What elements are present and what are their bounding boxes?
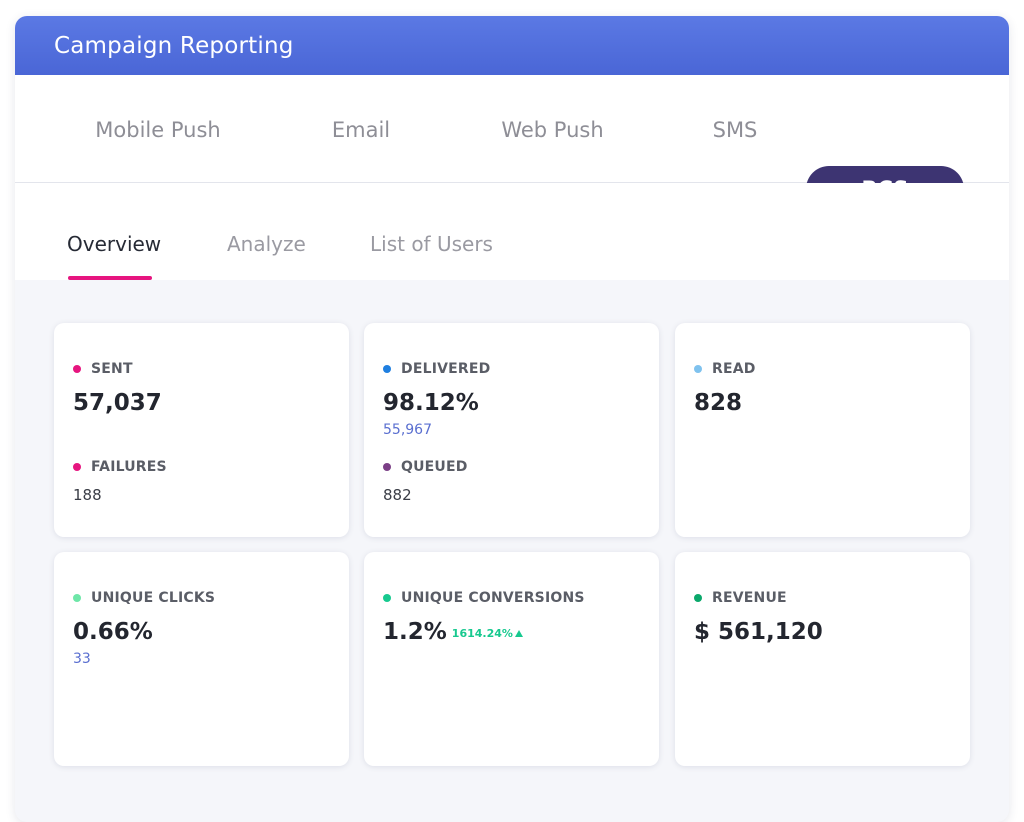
metric-label: SENT xyxy=(91,361,133,377)
status-dot xyxy=(383,463,391,471)
status-dot xyxy=(73,463,81,471)
metric-value: 882 xyxy=(383,486,412,504)
report-subtabs: Overview Analyze List of Users xyxy=(15,183,1009,280)
metric-count: 33 xyxy=(73,651,91,667)
metric-delivered: DELIVERED 98.12% 55,967 xyxy=(383,361,490,438)
delta-value: 1614.24% xyxy=(451,627,513,640)
metric-label: REVENUE xyxy=(712,590,787,606)
card-unique-conversions: UNIQUE CONVERSIONS 1.2% 1614.24% xyxy=(364,552,659,766)
tab-sms[interactable]: SMS xyxy=(712,118,758,142)
active-tab-indicator xyxy=(68,276,152,280)
card-revenue: REVENUE $ 561,120 xyxy=(675,552,970,766)
subtab-analyze[interactable]: Analyze xyxy=(227,232,306,256)
tab-web-push[interactable]: Web Push xyxy=(501,118,604,142)
metric-value: 188 xyxy=(73,486,102,504)
metric-value-row: 1.2% 1614.24% xyxy=(383,619,585,645)
metric-value: 57,037 xyxy=(73,390,162,416)
metric-label: UNIQUE CONVERSIONS xyxy=(401,590,585,606)
metric-value: 828 xyxy=(694,390,743,416)
metric-value: $ 561,120 xyxy=(694,619,823,645)
subtab-overview[interactable]: Overview xyxy=(67,232,162,256)
header-bar: Campaign Reporting xyxy=(15,16,1009,75)
metric-label: QUEUED xyxy=(401,459,468,475)
metric-value: 98.12% xyxy=(383,390,479,416)
metric-label: READ xyxy=(712,361,756,377)
metric-sent: SENT 57,037 xyxy=(73,361,162,416)
tab-email[interactable]: Email xyxy=(331,118,391,142)
metric-label: FAILURES xyxy=(91,459,167,475)
metric-revenue: REVENUE $ 561,120 xyxy=(694,590,823,645)
metric-count: 55,967 xyxy=(383,422,432,438)
card-delivered: DELIVERED 98.12% 55,967 QUEUED 882 xyxy=(364,323,659,537)
status-dot xyxy=(383,365,391,373)
subtab-list-of-users[interactable]: List of Users xyxy=(370,232,493,256)
metric-unique-conversions: UNIQUE CONVERSIONS 1.2% 1614.24% xyxy=(383,590,585,645)
page-title: Campaign Reporting xyxy=(54,32,294,59)
status-dot xyxy=(383,594,391,602)
metric-unique-clicks: UNIQUE CLICKS 0.66% 33 xyxy=(73,590,215,667)
status-dot xyxy=(73,365,81,373)
metric-value: 0.66% xyxy=(73,619,153,645)
status-dot xyxy=(694,365,702,373)
channel-tabs: Mobile Push Email Web Push SMS RCS xyxy=(15,75,1009,212)
status-dot xyxy=(73,594,81,602)
card-read: READ 828 xyxy=(675,323,970,537)
metric-read: READ 828 xyxy=(694,361,756,416)
metric-label: DELIVERED xyxy=(401,361,491,377)
arrow-up-icon xyxy=(514,630,523,637)
metric-failures: FAILURES 188 xyxy=(73,459,167,504)
metric-queued: QUEUED 882 xyxy=(383,459,468,504)
card-sent: SENT 57,037 FAILURES 188 xyxy=(54,323,349,537)
metric-value: 1.2% xyxy=(383,619,447,645)
metric-label: UNIQUE CLICKS xyxy=(91,590,216,606)
campaign-reporting-window: Campaign Reporting Mobile Push Email Web… xyxy=(15,16,1009,822)
delta-badge: 1614.24% xyxy=(452,627,523,640)
tab-mobile-push[interactable]: Mobile Push xyxy=(95,118,221,142)
status-dot xyxy=(694,594,702,602)
card-unique-clicks: UNIQUE CLICKS 0.66% 33 xyxy=(54,552,349,766)
